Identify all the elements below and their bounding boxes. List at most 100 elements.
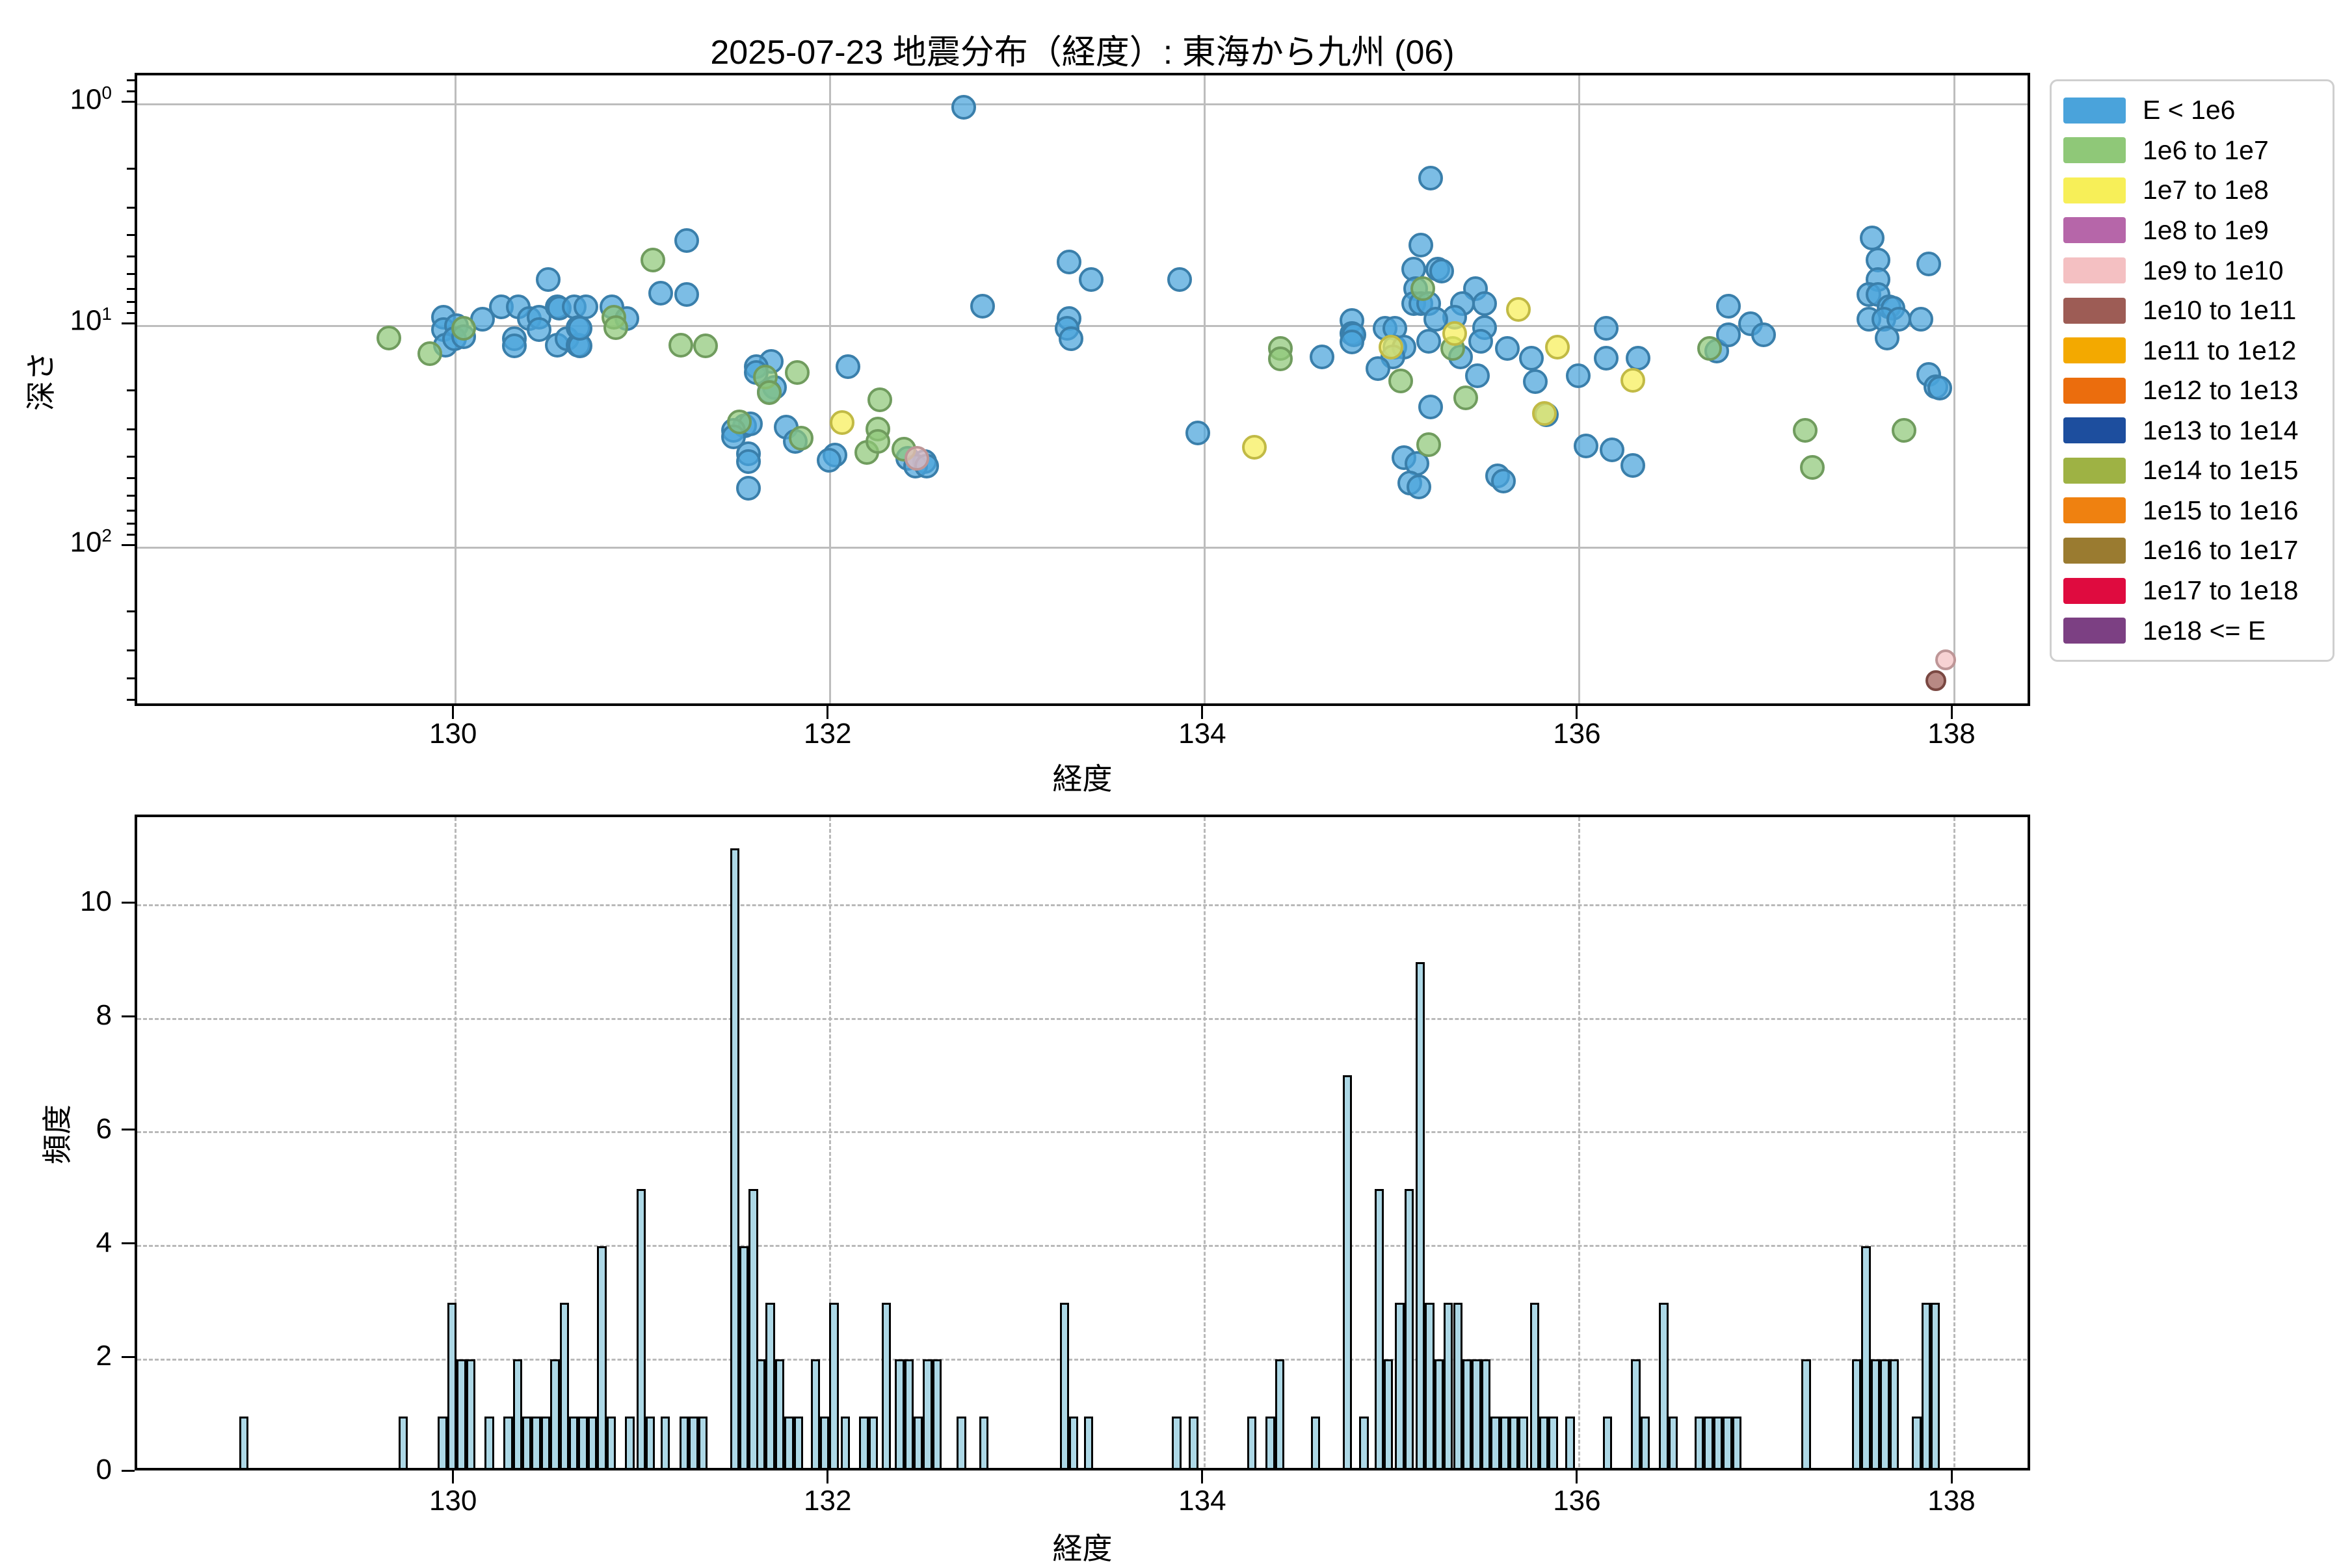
y-minor-tick xyxy=(127,79,135,82)
scatter-point-e-1e6 xyxy=(535,267,561,292)
y-minor-tick xyxy=(127,273,135,276)
hist-x-tick xyxy=(1576,1470,1578,1483)
histogram-bar xyxy=(1889,1359,1899,1468)
histogram-bar xyxy=(923,1359,932,1468)
y-tick-label: 101 xyxy=(70,304,112,337)
scatter-point-e-1e6 xyxy=(1860,226,1885,251)
histogram-bar xyxy=(868,1416,879,1468)
hist-y-tick-label: 4 xyxy=(96,1226,112,1259)
histogram-bar xyxy=(859,1416,869,1468)
legend-item: 1e12 to 1e13 xyxy=(2063,375,2321,406)
legend-swatch xyxy=(2063,537,2126,564)
histogram-bar xyxy=(819,1416,830,1468)
histogram-bar xyxy=(1713,1416,1723,1468)
hist-y-gridline xyxy=(137,904,2028,906)
histogram-bar xyxy=(1500,1416,1509,1468)
chart-title: 2025-07-23 地震分布（経度）: 東海から九州 (06) xyxy=(710,34,1455,72)
y-gridline xyxy=(137,324,2028,327)
y-minor-tick xyxy=(127,495,135,497)
legend-label: 1e9 to 1e10 xyxy=(2143,255,2284,285)
legend-item: 1e6 to 1e7 xyxy=(2063,135,2321,166)
histogram-bar xyxy=(1518,1416,1528,1468)
x-gridline xyxy=(1953,75,1955,703)
scatter-point-e-1e6 xyxy=(1594,316,1619,341)
x-gridline xyxy=(1204,75,1206,703)
scatter-point-e-1e6 xyxy=(1490,469,1516,494)
scatter-point-e-1e6 xyxy=(1429,258,1454,283)
scatter-point-e-1e6 xyxy=(1185,421,1211,446)
histogram-bar xyxy=(1565,1416,1575,1468)
legend-swatch xyxy=(2063,618,2126,644)
scatter-point-1e6-to-1e7 xyxy=(867,387,892,412)
legend-item: 1e14 to 1e15 xyxy=(2063,455,2321,486)
scatter-point-e-1e6 xyxy=(951,94,977,120)
histogram-bar xyxy=(679,1416,689,1468)
scatter-point-e-1e6 xyxy=(736,476,761,501)
y-minor-tick xyxy=(127,288,135,291)
histogram-bar xyxy=(568,1416,579,1468)
histogram-bar xyxy=(522,1416,532,1468)
histogram-bar xyxy=(765,1302,775,1468)
scatter-point-1e6-to-1e7 xyxy=(756,380,782,406)
histogram-bar xyxy=(661,1416,670,1468)
y-minor-tick xyxy=(127,477,135,480)
x-tick-label: 134 xyxy=(1178,718,1226,750)
y-minor-tick xyxy=(127,255,135,258)
scatter-point-1e6-to-1e7 xyxy=(788,426,813,451)
y-minor-tick xyxy=(127,389,135,391)
y-minor-tick xyxy=(127,677,135,679)
histogram-bar xyxy=(1921,1302,1931,1468)
scatter-point-1e6-to-1e7 xyxy=(1892,418,1917,443)
histogram-bar xyxy=(559,1302,569,1468)
histogram-bar xyxy=(531,1416,541,1468)
scatter-point-e-1e6 xyxy=(1416,328,1441,354)
histogram-bar xyxy=(1659,1302,1669,1468)
scatter-point-e-1e6 xyxy=(1927,376,1953,401)
x-tick xyxy=(1576,706,1578,719)
scatter-point-1e6-to-1e7 xyxy=(785,360,810,385)
histogram-bar xyxy=(1732,1416,1742,1468)
histogram-bar xyxy=(1801,1359,1811,1468)
histogram-bar xyxy=(398,1416,408,1468)
histogram-bar xyxy=(1310,1416,1320,1468)
scatter-point-e-1e6 xyxy=(1167,267,1192,292)
histogram-bar xyxy=(597,1246,607,1468)
hist-y-tick-label: 6 xyxy=(96,1112,112,1145)
scatter-point-e-1e6 xyxy=(1418,395,1443,420)
histogram-bar xyxy=(1481,1359,1491,1468)
histogram-bar xyxy=(748,1189,758,1468)
histogram-bar xyxy=(793,1416,803,1468)
histogram-bar xyxy=(829,1302,839,1468)
hist-x-gridline xyxy=(1204,817,1206,1468)
legend-item: 1e7 to 1e8 xyxy=(2063,175,2321,205)
y-gridline xyxy=(137,546,2028,549)
scatter-point-1e6-to-1e7 xyxy=(726,409,752,434)
histogram-bar xyxy=(730,848,740,1468)
histogram-bar xyxy=(932,1359,942,1468)
histogram-bar xyxy=(1852,1359,1862,1468)
x-tick-label: 136 xyxy=(1553,718,1601,750)
scatter-point-e-1e6 xyxy=(1875,325,1900,350)
histogram-bar xyxy=(784,1416,794,1468)
scatter-point-e-1e6 xyxy=(1866,247,1891,272)
histogram-bar xyxy=(646,1416,655,1468)
histogram-bar xyxy=(1880,1359,1890,1468)
histogram-bar xyxy=(698,1416,708,1468)
histogram-bar xyxy=(1472,1359,1481,1468)
hist-y-tick xyxy=(122,1129,135,1131)
histogram-bar xyxy=(904,1359,914,1468)
y-tick xyxy=(122,322,135,324)
histogram-bar xyxy=(239,1416,249,1468)
legend-label: 1e10 to 1e11 xyxy=(2143,295,2297,326)
histogram-bar xyxy=(1931,1302,1940,1468)
histogram-bar xyxy=(1631,1359,1641,1468)
histogram-bar xyxy=(1490,1416,1500,1468)
scatter-point-e-1e6 xyxy=(567,316,592,341)
legend-swatch xyxy=(2063,297,2126,324)
histogram-bar xyxy=(1912,1416,1922,1468)
histogram-bar xyxy=(774,1359,785,1468)
histogram-bar xyxy=(1189,1416,1198,1468)
histogram-bar xyxy=(484,1416,494,1468)
legend-label: 1e14 to 1e15 xyxy=(2143,455,2299,486)
y-tick-label: 100 xyxy=(70,82,112,116)
